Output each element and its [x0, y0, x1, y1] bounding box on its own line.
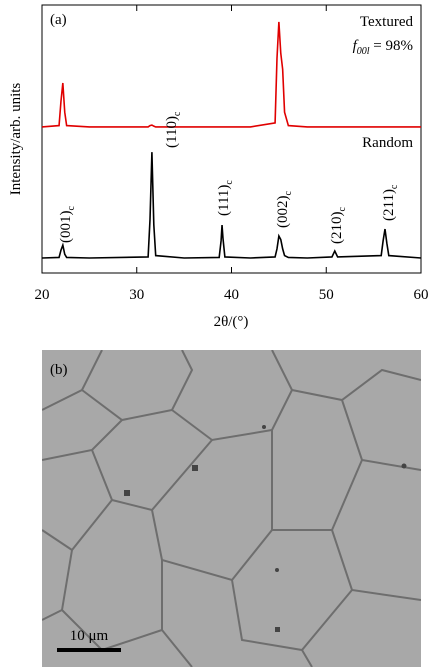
peak-label: (211)c [381, 184, 400, 221]
peak-label-text: (001) [58, 211, 74, 244]
grain-boundaries [42, 350, 421, 667]
legend-label: Textured [360, 14, 414, 30]
peak-label-text: (111) [216, 185, 232, 216]
sem-image: (b) 10 μm [42, 350, 421, 667]
peak-label-subscript: c [389, 184, 400, 189]
peak-label-subscript: c [66, 206, 77, 211]
peak-label-text: (110) [164, 116, 180, 148]
peak-label: (111)c [216, 180, 235, 216]
peak-label-text: (210) [329, 212, 345, 245]
peak-label-subscript: c [172, 111, 183, 116]
xrd-chart: (a) Textured f00l = 98% Random 2θ/(°) In… [8, 4, 429, 330]
pores [124, 425, 407, 632]
x-tick-label: 60 [414, 287, 429, 303]
peak-label-text: (211) [381, 189, 397, 221]
peak-label-subscript: c [224, 180, 235, 185]
peak-label: (110)c [164, 111, 183, 148]
peak-label: (002)c [275, 191, 294, 229]
annotation-text: = 98% [370, 38, 413, 54]
x-tick-label: 40 [224, 287, 239, 303]
peak-label-text: (002) [275, 196, 291, 229]
x-axis-label: 2θ/(°) [214, 314, 249, 330]
peak-label-subscript: c [283, 191, 294, 196]
sem-background [42, 350, 421, 667]
panel-label: (b) [50, 362, 68, 378]
peak-label: (210)c [329, 207, 348, 245]
x-tick-label: 30 [129, 287, 144, 303]
annotation: f00l = 98% [353, 38, 413, 57]
scale-bar [57, 648, 121, 652]
y-axis-label: Intensity/arb. units [8, 83, 24, 196]
x-tick-label: 20 [35, 287, 50, 303]
x-tick-label: 50 [319, 287, 334, 303]
panel-label: (a) [50, 12, 67, 28]
annotation-symbol: f [353, 38, 359, 54]
scale-bar-label: 10 μm [70, 628, 109, 644]
peak-label: (001)c [58, 206, 77, 244]
annotation-subscript: 00l [357, 46, 370, 57]
peak-label-subscript: c [337, 207, 348, 212]
series-line [41, 152, 422, 259]
legend-label: Random [362, 135, 413, 151]
series-line [41, 21, 421, 128]
